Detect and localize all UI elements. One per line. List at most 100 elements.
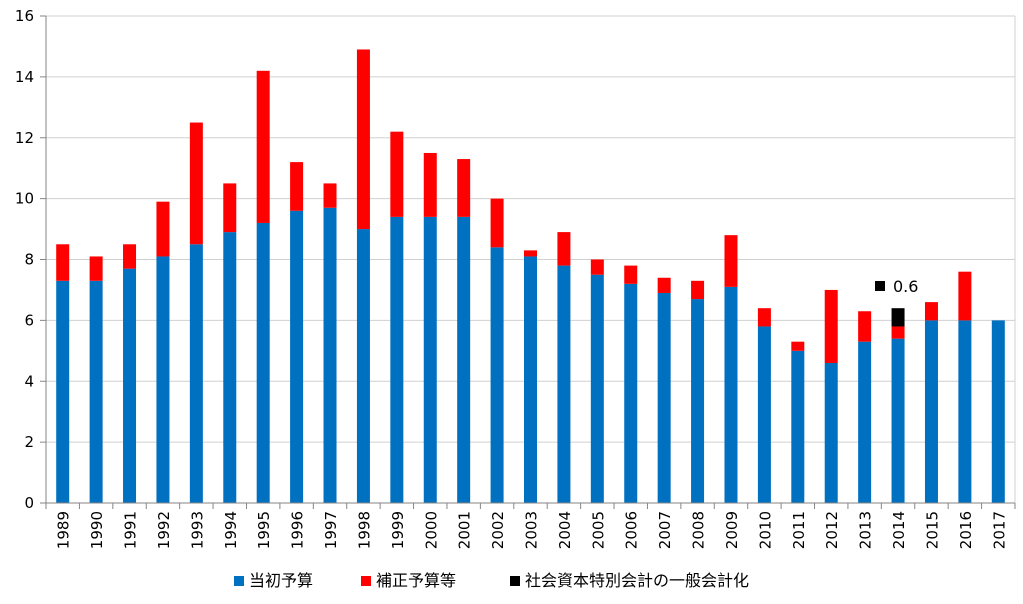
legend-swatch-0 bbox=[234, 576, 244, 586]
x-tick-label: 1995 bbox=[255, 511, 273, 549]
x-tick-label: 1993 bbox=[188, 511, 206, 549]
bar-segment-2-2014 bbox=[891, 308, 905, 327]
bar-segment-0-1992 bbox=[156, 256, 170, 503]
y-tick-label: 0 bbox=[24, 494, 34, 512]
x-tick-label: 2006 bbox=[623, 511, 641, 549]
x-tick-label: 1999 bbox=[389, 511, 407, 549]
x-tick-label: 2017 bbox=[990, 511, 1008, 549]
bar-segment-1-1991 bbox=[123, 244, 137, 269]
x-tick-label: 1992 bbox=[155, 511, 173, 549]
x-tick-labels: 1989 1990 1991 1992 1993 1994 1995 1996 1997 1998… bbox=[55, 511, 1009, 549]
bar-segment-1-2014 bbox=[891, 326, 905, 339]
y-tick-label: 14 bbox=[15, 68, 34, 86]
bar-segment-0-2001 bbox=[457, 216, 471, 503]
x-tick-label: 2001 bbox=[456, 511, 474, 549]
bar-segment-1-2000 bbox=[423, 152, 437, 217]
x-tick-label: 2005 bbox=[589, 511, 607, 549]
legend: 当初予算 補正予算等 社会資本特別会計の一般会計化 bbox=[234, 571, 749, 590]
bar-segment-1-1996 bbox=[290, 162, 304, 211]
x-tick-label: 2004 bbox=[556, 511, 574, 549]
y-tick-label: 16 bbox=[15, 7, 34, 25]
bar-segment-1-1994 bbox=[223, 183, 237, 233]
bar-segment-1-2002 bbox=[490, 198, 504, 248]
y-tick-label: 4 bbox=[24, 372, 34, 390]
bar-segment-0-1990 bbox=[89, 280, 103, 503]
bar-segment-0-2003 bbox=[524, 256, 537, 503]
annotation-marker bbox=[875, 281, 885, 291]
y-tick-label: 12 bbox=[15, 129, 34, 147]
bar-segment-0-2012 bbox=[824, 362, 838, 503]
x-tick-label: 2015 bbox=[923, 511, 941, 549]
x-tick-label: 1994 bbox=[222, 511, 240, 549]
bars bbox=[56, 49, 1005, 504]
x-tick-label: 2008 bbox=[690, 511, 708, 549]
bar-segment-1-1990 bbox=[89, 256, 103, 281]
bar-segment-0-1993 bbox=[189, 244, 203, 503]
bar-segment-0-1998 bbox=[356, 229, 370, 503]
bar-segment-1-1993 bbox=[189, 122, 203, 245]
legend-swatch-1 bbox=[361, 576, 371, 586]
bar-segment-1-1998 bbox=[356, 49, 370, 230]
x-tick-label: 2009 bbox=[723, 511, 741, 549]
bar-segment-0-2015 bbox=[924, 320, 938, 503]
y-tick-labels: 0 2 4 6 8 10 12 14 16 bbox=[15, 7, 34, 512]
bar-segment-0-1999 bbox=[390, 216, 404, 503]
legend-swatch-2 bbox=[510, 576, 520, 586]
bar-segment-0-1997 bbox=[323, 207, 337, 503]
bar-segment-0-1994 bbox=[223, 232, 237, 503]
x-tick-label: 2013 bbox=[857, 511, 875, 549]
x-tick-label: 1998 bbox=[355, 511, 373, 549]
x-tick-label: 2012 bbox=[823, 511, 841, 549]
x-tick-label: 1991 bbox=[122, 511, 140, 549]
bar-segment-0-2011 bbox=[791, 350, 805, 503]
annotation-label: 0.6 bbox=[893, 277, 918, 296]
bar-segment-0-2013 bbox=[858, 341, 872, 503]
bar-segment-1-2001 bbox=[457, 159, 471, 217]
bar-segment-1-2012 bbox=[824, 289, 838, 363]
bar-segment-1-2005 bbox=[590, 259, 604, 275]
bar-segment-0-1995 bbox=[256, 222, 270, 503]
axes bbox=[40, 15, 1016, 509]
bar-segment-1-2015 bbox=[924, 302, 938, 321]
bar-segment-0-2000 bbox=[423, 216, 437, 503]
bar-segment-1-1999 bbox=[390, 131, 404, 217]
bar-segment-0-2007 bbox=[657, 292, 671, 503]
bar-segment-0-2017 bbox=[991, 320, 1005, 503]
x-tick-label: 1997 bbox=[322, 511, 340, 549]
bar-segment-1-1995 bbox=[256, 70, 270, 223]
x-tick-label: 2016 bbox=[957, 511, 975, 549]
x-tick-label: 2003 bbox=[523, 511, 541, 549]
bar-segment-0-1991 bbox=[123, 268, 137, 503]
x-tick-label: 1996 bbox=[289, 511, 307, 549]
annotation: 0.6 bbox=[875, 277, 918, 296]
x-tick-label: 2007 bbox=[656, 511, 674, 549]
legend-label-0: 当初予算 bbox=[249, 571, 313, 590]
bar-segment-1-2010 bbox=[757, 308, 771, 327]
bar-segment-0-1996 bbox=[290, 210, 304, 504]
bar-segment-0-2004 bbox=[557, 265, 571, 503]
bar-segment-1-2004 bbox=[557, 232, 571, 266]
x-tick-label: 2011 bbox=[790, 511, 808, 549]
bar-segment-0-2005 bbox=[590, 274, 604, 503]
bar-segment-1-2006 bbox=[624, 265, 638, 284]
bar-segment-1-2013 bbox=[858, 311, 872, 342]
x-tick-label: 2014 bbox=[890, 511, 908, 549]
bar-segment-0-2008 bbox=[691, 299, 705, 503]
bar-segment-0-2006 bbox=[624, 283, 638, 503]
bar-segment-0-2016 bbox=[958, 320, 972, 503]
x-tick-label: 1990 bbox=[88, 511, 106, 549]
x-tick-label: 2000 bbox=[422, 511, 440, 549]
x-tick-label: 2010 bbox=[756, 511, 774, 549]
bar-segment-1-1992 bbox=[156, 201, 170, 257]
bar-segment-1-2011 bbox=[791, 341, 805, 351]
bar-segment-0-2010 bbox=[757, 326, 771, 503]
legend-label-2: 社会資本特別会計の一般会計化 bbox=[525, 571, 749, 590]
bar-segment-0-2009 bbox=[724, 286, 738, 503]
bar-segment-1-2007 bbox=[657, 277, 671, 293]
y-tick-label: 8 bbox=[24, 251, 34, 269]
y-tick-label: 6 bbox=[24, 311, 34, 329]
bar-segment-0-2014 bbox=[891, 338, 905, 503]
bar-segment-0-1989 bbox=[56, 280, 70, 503]
y-tick-label: 10 bbox=[15, 190, 34, 208]
